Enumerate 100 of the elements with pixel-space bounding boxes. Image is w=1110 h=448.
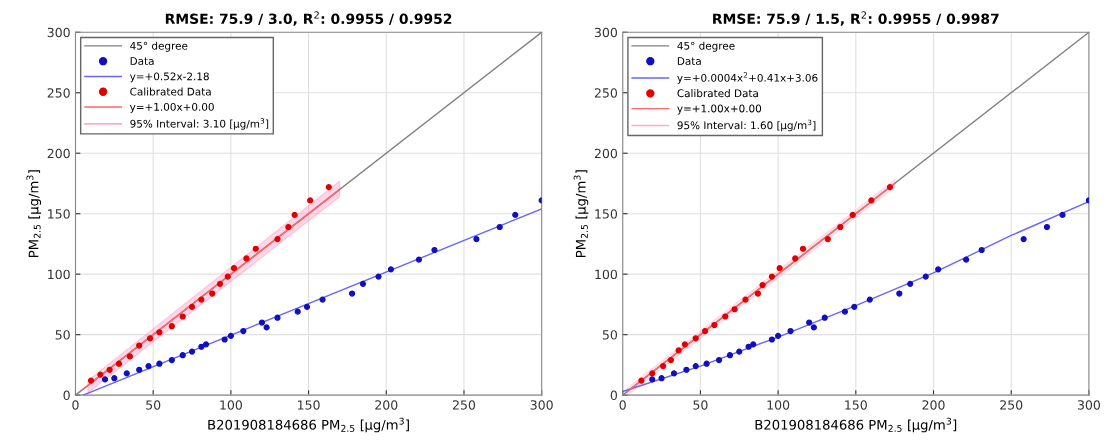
y-axis-title: PM$_{2.5}$ [µg/m$^{3}$]: [26, 170, 42, 257]
x-tick-label: 0: [72, 400, 79, 410]
point: [824, 235, 831, 243]
point: [963, 256, 970, 263]
point: [319, 296, 326, 303]
point: [188, 303, 196, 310]
point: [123, 370, 130, 377]
legend-label: Data: [130, 57, 154, 65]
point: [768, 273, 775, 280]
x-tick-label: 100: [767, 400, 790, 410]
point: [202, 341, 210, 348]
point: [692, 335, 699, 342]
x-tick-label: 200: [922, 400, 945, 410]
legend-label: Data: [677, 57, 701, 65]
point: [692, 363, 699, 370]
point: [736, 348, 743, 355]
point: [146, 335, 154, 342]
chart-title: RMSE: 75.9 / 3.0, R$^{2}$: 0.9955 / 0.9952: [165, 11, 452, 26]
point: [387, 266, 395, 273]
point: [285, 223, 292, 231]
point: [837, 223, 844, 231]
point: [759, 281, 766, 289]
x-tick-label: 150: [845, 400, 867, 410]
x-tick-label: 100: [220, 400, 242, 410]
point: [667, 356, 674, 364]
x-axis-title: B201908184686 PM$_{2.5}$ [µg/m$^{3}$]: [208, 417, 409, 433]
y-tick-label: 250: [594, 88, 618, 98]
point: [415, 256, 423, 263]
chart-title: RMSE: 75.9 / 1.5, R$^{2}$: 0.9955 / 0.9987: [713, 11, 999, 26]
point: [849, 211, 856, 219]
point: [722, 313, 729, 320]
legend-label: 95% Interval: 1.60 [µg/m$^{3}$]: [677, 119, 816, 132]
point: [681, 341, 688, 348]
point: [216, 280, 224, 287]
point: [787, 327, 794, 335]
point: [227, 332, 234, 339]
y-tick-label: 50: [55, 330, 70, 340]
legend-label: y=+0.0004x$^{2}$+0.41x+3.06: [677, 72, 818, 84]
point: [806, 319, 813, 326]
point: [473, 235, 480, 243]
point: [810, 324, 817, 331]
point: [907, 280, 914, 287]
x-tick-label: 200: [375, 400, 398, 410]
point: [742, 296, 749, 303]
point: [731, 306, 738, 313]
legend-label: y=+1.00x+0.00: [677, 104, 762, 115]
point: [775, 332, 782, 339]
y-tick-label: 50: [602, 330, 618, 340]
point: [115, 360, 123, 367]
point: [188, 348, 196, 355]
x-axis-title: B201908184686 PM$_{2.5}$ [µg/m$^{3}$]: [755, 417, 957, 433]
point: [754, 290, 762, 297]
point: [111, 375, 118, 382]
point: [168, 356, 175, 364]
point: [375, 273, 382, 280]
point: [750, 341, 757, 348]
point: [294, 308, 301, 315]
point: [670, 370, 678, 377]
point: [711, 321, 718, 329]
point: [106, 366, 113, 373]
point: [307, 197, 314, 204]
point: [649, 370, 656, 377]
point: [841, 308, 849, 315]
y-tick-label: 200: [47, 148, 70, 159]
point: [660, 363, 667, 370]
point: [431, 246, 438, 254]
x-tick-label: 250: [1000, 400, 1023, 410]
point: [896, 290, 903, 297]
point: [240, 327, 247, 335]
point: [156, 329, 163, 336]
x-tick-label: 150: [298, 400, 320, 410]
point: [978, 246, 985, 254]
point: [792, 255, 799, 262]
point: [168, 323, 175, 330]
point: [179, 313, 186, 320]
point: [866, 296, 873, 303]
point: [745, 343, 752, 350]
point: [198, 343, 205, 350]
legend-label: y=+1.00x+0.00: [129, 102, 214, 113]
point: [325, 183, 332, 191]
y-tick-label: 150: [595, 209, 618, 219]
legend-label: 45° degree: [677, 41, 735, 52]
point: [198, 296, 205, 303]
y-tick-label: 300: [594, 27, 618, 38]
legend-label: Calibrated Data: [130, 87, 211, 96]
point: [258, 319, 266, 326]
point: [675, 347, 682, 354]
y-tick-label: 250: [47, 88, 70, 98]
x-tick-label: 0: [619, 400, 626, 410]
point: [97, 371, 104, 378]
point: [658, 375, 665, 382]
point: [821, 314, 828, 321]
point: [209, 290, 216, 297]
point: [145, 363, 152, 370]
y-tick-label: 300: [47, 27, 70, 38]
y-tick-label: 100: [48, 269, 70, 280]
point: [715, 356, 723, 364]
y-tick-label: 150: [48, 209, 70, 219]
point: [776, 265, 783, 272]
point: [1059, 211, 1066, 219]
